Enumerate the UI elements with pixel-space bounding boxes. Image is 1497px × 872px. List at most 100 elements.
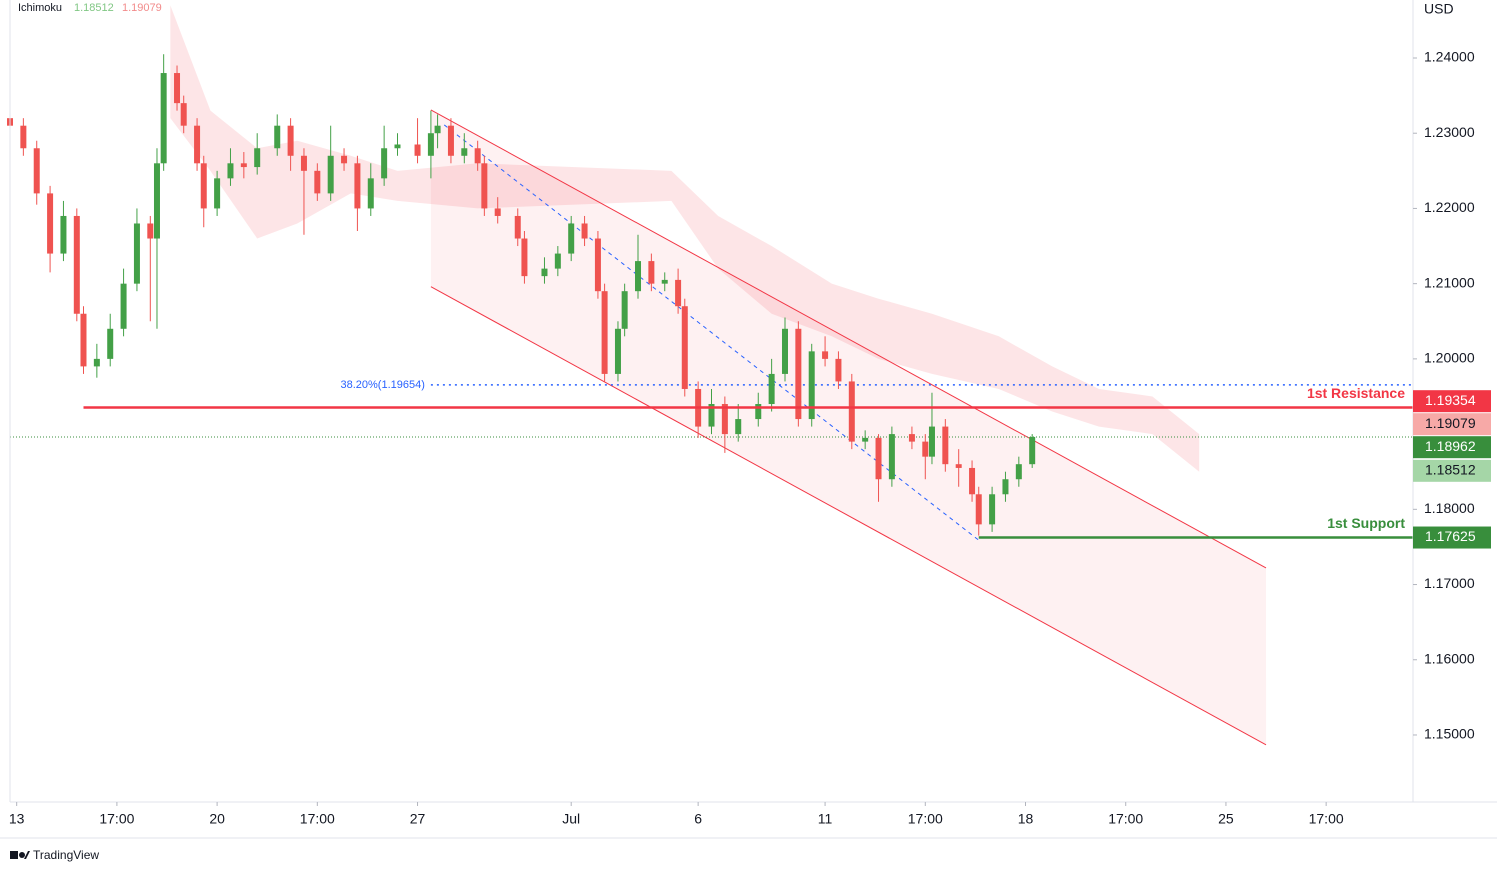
candle-body xyxy=(1029,436,1036,465)
candle-body xyxy=(80,313,87,367)
candle-body xyxy=(648,261,655,284)
currency: USD xyxy=(1424,1,1454,17)
candle-body xyxy=(922,441,929,457)
y-tick-label: 1.16000 xyxy=(1424,650,1475,666)
candle-body xyxy=(133,223,140,284)
x-tick-label: 13 xyxy=(9,811,25,827)
price-label-box xyxy=(1413,526,1491,549)
candle-body xyxy=(60,215,67,254)
candle-body xyxy=(795,328,802,420)
price-label-box xyxy=(1413,390,1491,413)
candle-body xyxy=(781,328,788,374)
candle-body xyxy=(73,215,80,314)
candle-body xyxy=(635,261,642,292)
plot-area: 38.20%(1.19654) 1st Resistance 1st Support xyxy=(7,5,1413,746)
price-label: 1.18962 xyxy=(1425,438,1476,454)
candle-body xyxy=(481,163,488,209)
candle-body xyxy=(521,238,528,277)
candle-body xyxy=(1015,464,1022,480)
ichimoku-cloud xyxy=(170,5,1200,472)
candle-body xyxy=(160,73,167,164)
candle-body xyxy=(180,103,187,126)
x-tick-label: 17:00 xyxy=(300,811,335,827)
candle-body xyxy=(414,144,421,156)
candle-body xyxy=(675,279,682,307)
y-tick-label: 1.23000 xyxy=(1424,124,1475,140)
candle-body xyxy=(300,155,307,171)
candle-body xyxy=(354,163,361,209)
candle-body xyxy=(808,351,815,420)
candle-body xyxy=(147,223,154,239)
candle-body xyxy=(554,253,561,269)
y-tick-label: 1.17000 xyxy=(1424,575,1475,591)
x-tick-label: 6 xyxy=(694,811,702,827)
candle-body xyxy=(594,238,601,292)
candle-body xyxy=(862,437,869,442)
price-label: 1.19079 xyxy=(1425,415,1476,431)
candle-body xyxy=(447,125,454,156)
y-tick-label: 1.20000 xyxy=(1424,350,1475,366)
candle-body xyxy=(107,328,114,359)
candle-body xyxy=(614,328,621,374)
candle-body xyxy=(327,155,334,194)
candle-body xyxy=(514,215,521,239)
fib-label: 38.20%(1.19654) xyxy=(340,379,424,391)
candle-body xyxy=(581,223,588,239)
channel-line xyxy=(430,286,1267,746)
indicator-name: Ichimoku xyxy=(18,2,62,14)
candle-body xyxy=(33,148,40,194)
x-tick-label: Jul xyxy=(562,811,580,827)
indicator-value: 1.18512 xyxy=(74,2,114,14)
logo xyxy=(10,851,30,859)
candle-body xyxy=(848,381,855,442)
candle-body xyxy=(394,144,401,149)
candle-body xyxy=(240,163,247,168)
x-tick-label: 17:00 xyxy=(99,811,134,827)
candle-body xyxy=(755,404,762,420)
candle-body xyxy=(541,268,548,277)
candle-body xyxy=(822,351,829,359)
candle-body xyxy=(434,125,441,134)
candle-body xyxy=(908,434,915,442)
candle-body xyxy=(174,73,181,104)
candle-body xyxy=(928,426,935,457)
candle-body xyxy=(20,125,27,149)
x-tick-label: 17:00 xyxy=(1108,811,1143,827)
candle-body xyxy=(120,283,127,329)
y-tick-label: 1.15000 xyxy=(1424,726,1475,742)
candle-body xyxy=(875,437,882,480)
candle-body xyxy=(314,170,321,194)
x-tick-label: 17:00 xyxy=(908,811,943,827)
y-tick-label: 1.22000 xyxy=(1424,199,1475,215)
fib-trend-line xyxy=(443,124,980,541)
candle-body xyxy=(708,404,715,427)
candle-body xyxy=(461,148,468,156)
x-tick-label: 25 xyxy=(1218,811,1234,827)
indicator-value: 1.19079 xyxy=(122,2,162,14)
price-label-box xyxy=(1413,459,1491,482)
x-tick-label: 20 xyxy=(209,811,225,827)
price-label-box xyxy=(1413,436,1491,459)
candle-body xyxy=(955,464,962,468)
x-tick-label: 17:00 xyxy=(1309,811,1344,827)
candle-body xyxy=(474,148,481,164)
level-name: 1st Resistance xyxy=(1307,385,1405,401)
channel-line xyxy=(430,109,1267,569)
candle-body xyxy=(427,133,434,156)
price-label: 1.19354 xyxy=(1425,392,1476,408)
x-tick-label: 18 xyxy=(1018,811,1034,827)
candle-body xyxy=(661,279,668,284)
candle-body xyxy=(367,178,374,209)
candle-body xyxy=(153,163,160,239)
candle-body xyxy=(621,291,628,329)
candle-body xyxy=(735,419,742,435)
candle-body xyxy=(969,467,976,495)
candle-body xyxy=(721,404,728,435)
price-label: 1.17625 xyxy=(1425,528,1476,544)
level-name: 1st Support xyxy=(1327,515,1405,531)
candle-body xyxy=(568,223,575,254)
candle-body xyxy=(287,125,294,156)
candle-body xyxy=(341,155,348,164)
